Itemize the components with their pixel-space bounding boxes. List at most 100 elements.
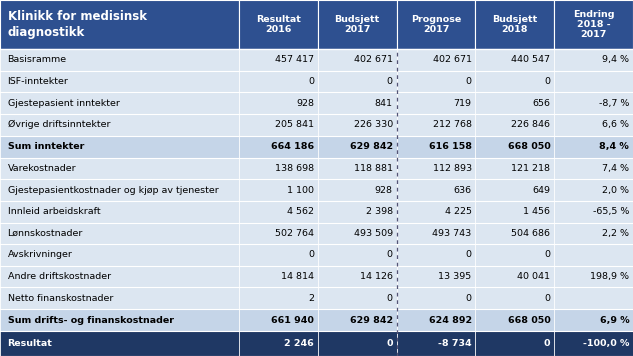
Text: Sum drifts- og finanskostnader: Sum drifts- og finanskostnader xyxy=(8,315,173,325)
Bar xyxy=(239,49,318,71)
Bar xyxy=(0,309,239,331)
Bar xyxy=(239,266,318,287)
Text: 664 186: 664 186 xyxy=(271,142,314,151)
Text: 8,4 %: 8,4 % xyxy=(599,142,629,151)
Text: 719: 719 xyxy=(454,99,472,108)
Bar xyxy=(555,222,633,244)
Text: 2: 2 xyxy=(308,294,314,303)
Bar xyxy=(318,244,397,266)
Text: 14 126: 14 126 xyxy=(360,272,393,281)
Bar xyxy=(0,222,239,244)
Text: 121 218: 121 218 xyxy=(511,164,551,173)
Bar xyxy=(475,222,555,244)
Bar xyxy=(555,136,633,158)
Bar xyxy=(239,244,318,266)
Text: 502 764: 502 764 xyxy=(275,229,314,238)
Text: 6,9 %: 6,9 % xyxy=(599,315,629,325)
Bar xyxy=(555,0,633,49)
Text: 2 398: 2 398 xyxy=(366,207,393,216)
Bar xyxy=(475,309,555,331)
Text: 0: 0 xyxy=(544,251,551,260)
Bar xyxy=(555,158,633,179)
Text: 0: 0 xyxy=(387,294,393,303)
Text: 226 846: 226 846 xyxy=(511,120,551,129)
Text: 0: 0 xyxy=(466,251,472,260)
Text: Gjestepasientkostnader og kjøp av tjenester: Gjestepasientkostnader og kjøp av tjenes… xyxy=(8,185,218,195)
Bar xyxy=(318,201,397,222)
Bar xyxy=(475,331,555,356)
Bar xyxy=(475,201,555,222)
Bar xyxy=(0,114,239,136)
Text: 0: 0 xyxy=(466,294,472,303)
Bar xyxy=(555,309,633,331)
Text: 0: 0 xyxy=(308,77,314,86)
Bar xyxy=(475,266,555,287)
Text: 616 158: 616 158 xyxy=(429,142,472,151)
Bar xyxy=(555,201,633,222)
Text: 624 892: 624 892 xyxy=(429,315,472,325)
Text: 0: 0 xyxy=(387,77,393,86)
Bar xyxy=(555,244,633,266)
Text: 636: 636 xyxy=(453,185,472,195)
Text: 493 509: 493 509 xyxy=(354,229,393,238)
Text: 656: 656 xyxy=(532,99,551,108)
Text: 9,4 %: 9,4 % xyxy=(602,56,629,64)
Bar xyxy=(0,49,239,71)
Bar xyxy=(397,114,475,136)
Text: Resultat
2016: Resultat 2016 xyxy=(256,15,301,34)
Bar xyxy=(475,0,555,49)
Text: -8,7 %: -8,7 % xyxy=(599,99,629,108)
Bar xyxy=(0,179,239,201)
Text: Budsjett
2017: Budsjett 2017 xyxy=(335,15,380,34)
Text: 440 547: 440 547 xyxy=(511,56,551,64)
Text: 661 940: 661 940 xyxy=(271,315,314,325)
Bar xyxy=(397,0,475,49)
Bar xyxy=(0,158,239,179)
Bar xyxy=(397,222,475,244)
Bar xyxy=(0,201,239,222)
Bar xyxy=(475,158,555,179)
Bar xyxy=(318,136,397,158)
Text: 504 686: 504 686 xyxy=(511,229,551,238)
Bar xyxy=(318,222,397,244)
Bar xyxy=(239,158,318,179)
Bar xyxy=(475,179,555,201)
Bar xyxy=(239,71,318,92)
Bar xyxy=(239,287,318,309)
Bar xyxy=(397,287,475,309)
Text: 457 417: 457 417 xyxy=(275,56,314,64)
Text: 4 562: 4 562 xyxy=(287,207,314,216)
Bar xyxy=(475,92,555,114)
Text: 928: 928 xyxy=(296,99,314,108)
Text: 1 456: 1 456 xyxy=(523,207,551,216)
Bar xyxy=(397,201,475,222)
Text: 1 100: 1 100 xyxy=(287,185,314,195)
Bar xyxy=(397,71,475,92)
Text: -65,5 %: -65,5 % xyxy=(593,207,629,216)
Text: 205 841: 205 841 xyxy=(275,120,314,129)
Text: Netto finanskostnader: Netto finanskostnader xyxy=(8,294,113,303)
Bar xyxy=(475,136,555,158)
Bar xyxy=(475,49,555,71)
Text: 2 246: 2 246 xyxy=(284,339,314,348)
Bar xyxy=(318,331,397,356)
Text: 2,0 %: 2,0 % xyxy=(602,185,629,195)
Text: Prognose
2017: Prognose 2017 xyxy=(411,15,461,34)
Bar xyxy=(318,92,397,114)
Text: 841: 841 xyxy=(375,99,393,108)
Bar xyxy=(555,331,633,356)
Text: 493 743: 493 743 xyxy=(432,229,472,238)
Bar xyxy=(318,266,397,287)
Bar xyxy=(475,244,555,266)
Bar xyxy=(239,179,318,201)
Bar xyxy=(239,114,318,136)
Text: 402 671: 402 671 xyxy=(432,56,472,64)
Bar xyxy=(318,158,397,179)
Text: Budsjett
2018: Budsjett 2018 xyxy=(492,15,537,34)
Bar xyxy=(397,266,475,287)
Bar xyxy=(318,49,397,71)
Bar xyxy=(397,179,475,201)
Text: -100,0 %: -100,0 % xyxy=(583,339,629,348)
Text: 112 893: 112 893 xyxy=(432,164,472,173)
Bar xyxy=(397,92,475,114)
